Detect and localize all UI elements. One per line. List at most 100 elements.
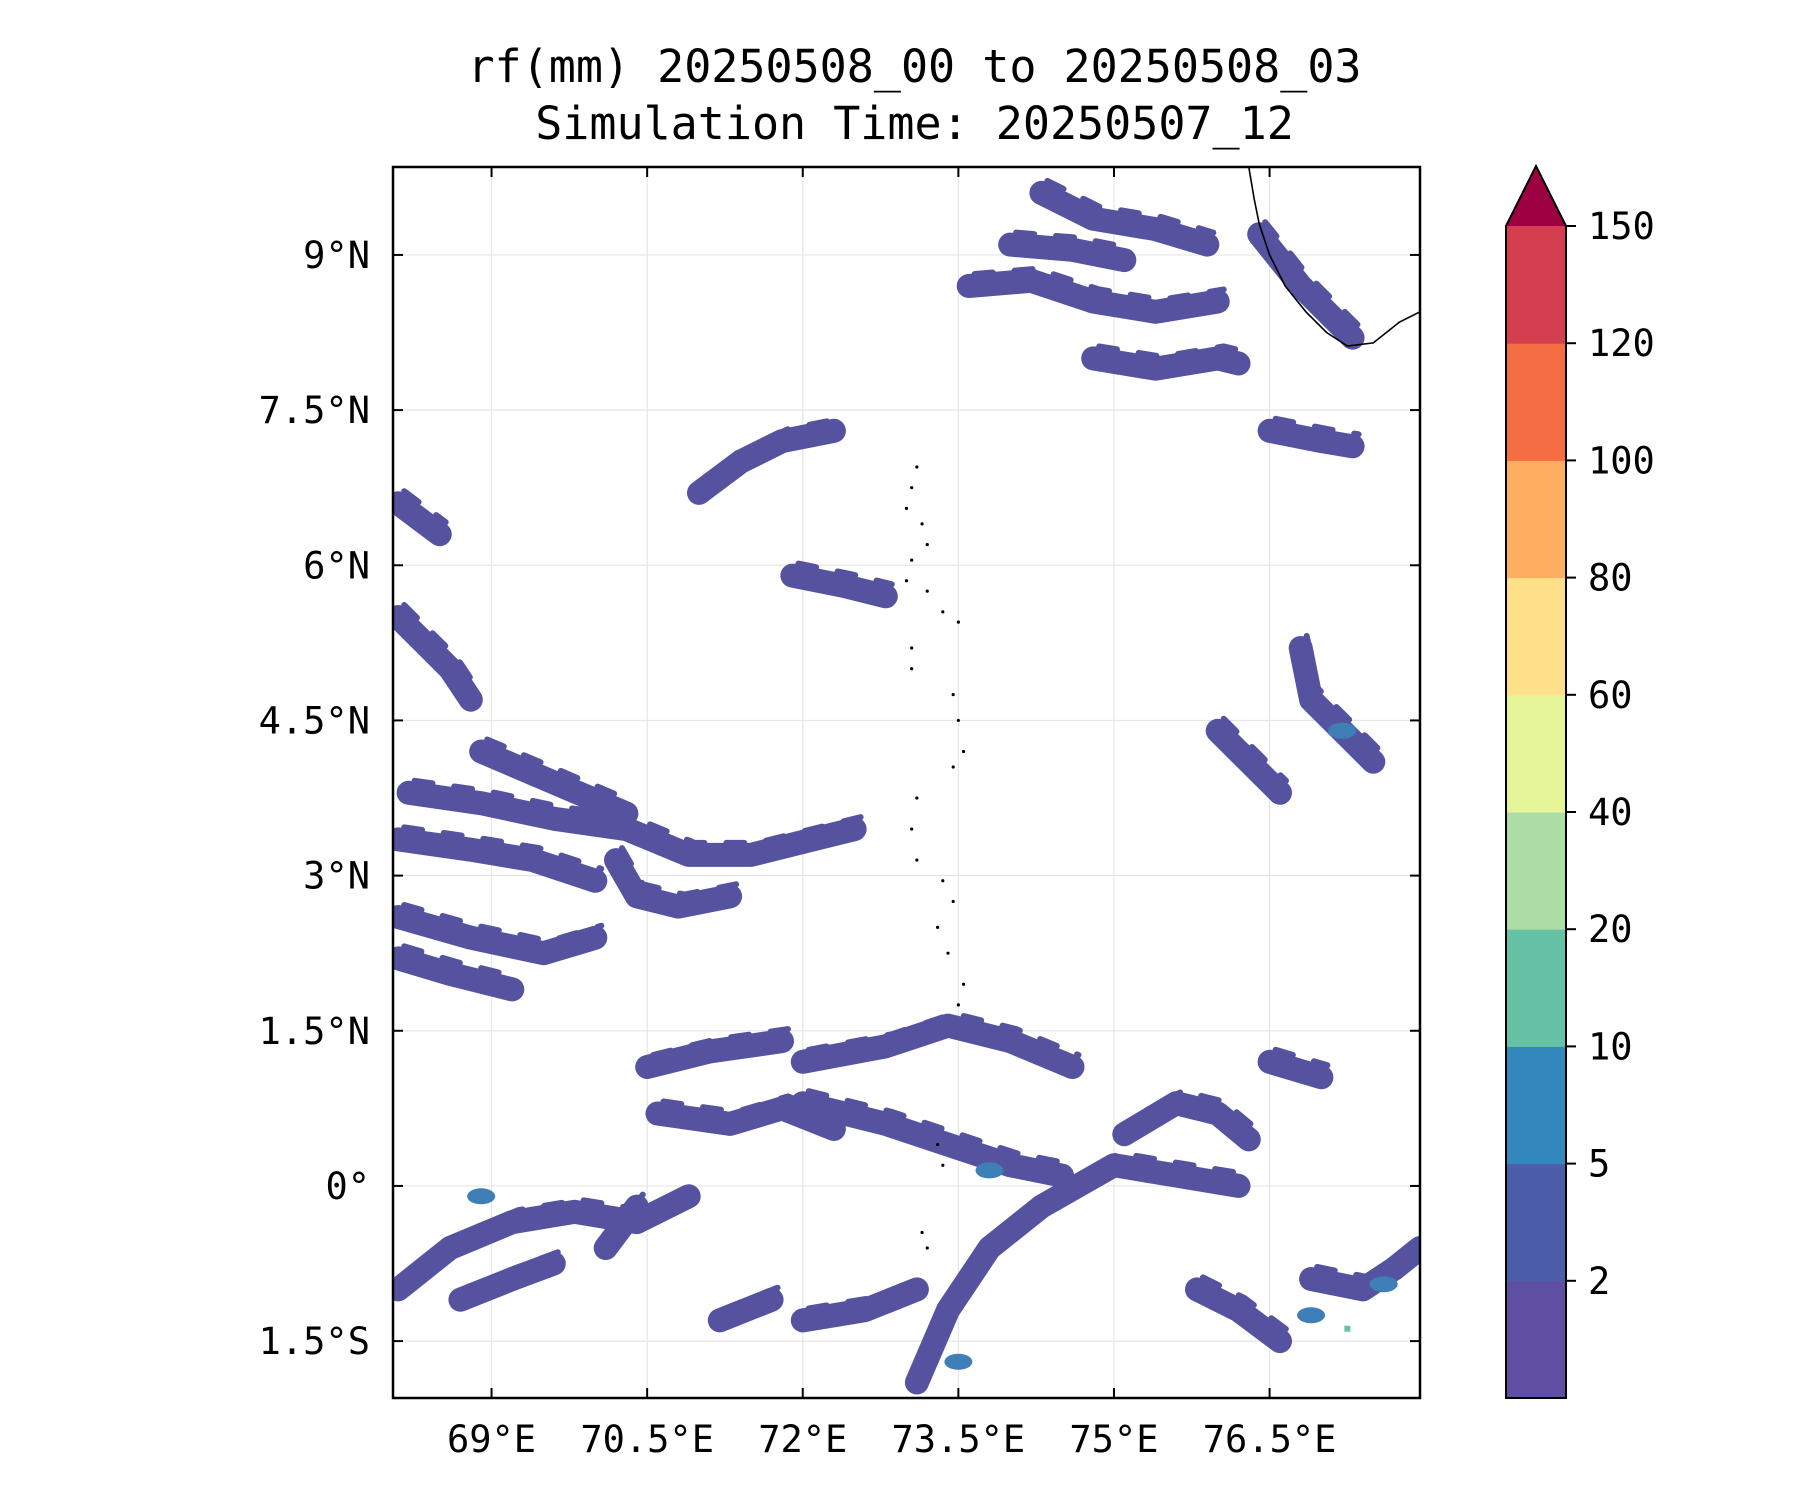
colorbar-segment bbox=[1506, 1163, 1566, 1282]
rain-patch-heavy bbox=[1297, 1307, 1326, 1324]
island-dot bbox=[904, 506, 909, 510]
rain-band bbox=[1257, 1049, 1334, 1090]
rain-band-fringe bbox=[484, 736, 636, 805]
island-dot bbox=[961, 982, 966, 986]
colorbar-tick-label: 2 bbox=[1588, 1260, 1610, 1303]
rain-band bbox=[790, 1091, 1075, 1188]
island-dot bbox=[936, 925, 940, 929]
rain-band-fringe bbox=[401, 943, 522, 981]
rain-band-fringe bbox=[401, 902, 605, 945]
rain-band bbox=[393, 905, 608, 966]
lat-tick-label: 3°N bbox=[303, 855, 370, 898]
lat-tick-label: 1.5°S bbox=[259, 1320, 370, 1363]
colorbar-segment bbox=[1506, 226, 1566, 344]
lat-tick-label: 1.5°N bbox=[259, 1010, 370, 1053]
rain-band bbox=[1257, 418, 1365, 459]
colorbar-tick-label: 20 bbox=[1588, 908, 1633, 951]
lon-tick-label: 70.5°E bbox=[580, 1418, 714, 1461]
island-dot bbox=[936, 1142, 940, 1147]
island-dot bbox=[951, 899, 955, 904]
island-dot bbox=[925, 1246, 929, 1250]
rain-band-fringe bbox=[608, 1191, 646, 1239]
rain-patch-heavy bbox=[1328, 722, 1357, 739]
island-dot bbox=[904, 579, 909, 583]
rain-patch-heavy bbox=[467, 1188, 496, 1205]
island-dot bbox=[910, 558, 914, 562]
rain-band bbox=[707, 1287, 784, 1333]
island-dot bbox=[941, 879, 945, 883]
colorbar-tick-label: 5 bbox=[1588, 1143, 1610, 1186]
colorbar-tick-label: 10 bbox=[1588, 1025, 1633, 1068]
rain-band bbox=[1081, 346, 1251, 381]
rain-band-fringe bbox=[1303, 633, 1383, 753]
rain-band-fringe bbox=[805, 1274, 926, 1312]
lat-tick-label: 9°N bbox=[303, 234, 370, 277]
rain-band-fringe bbox=[1200, 1274, 1289, 1333]
rain-band-fringe bbox=[1220, 715, 1289, 784]
island-dot bbox=[910, 646, 914, 650]
rain-band bbox=[1288, 636, 1386, 774]
lon-tick-label: 73.5°E bbox=[892, 1418, 1026, 1461]
rain-band bbox=[1029, 180, 1220, 257]
rain-band-fringe bbox=[1127, 1087, 1258, 1131]
colorbar-tick-label: 80 bbox=[1588, 557, 1633, 600]
rain-band bbox=[448, 1251, 566, 1312]
colorbar-extend-arrow bbox=[1506, 166, 1566, 226]
island-dot bbox=[915, 796, 919, 800]
lat-tick-label: 7.5°N bbox=[259, 389, 370, 432]
colorbar-segment bbox=[1506, 1280, 1566, 1399]
island-dot bbox=[961, 749, 966, 754]
rain-band-fringe bbox=[1272, 1046, 1331, 1069]
rain-band bbox=[604, 848, 743, 919]
chart-title: rf(mm) 20250508_00 to 20250508_03 bbox=[467, 40, 1362, 93]
rain-band bbox=[393, 491, 452, 547]
lat-tick-label: 0° bbox=[325, 1165, 370, 1208]
island-dot bbox=[951, 765, 955, 769]
island-dot bbox=[910, 486, 914, 490]
rain-band bbox=[956, 268, 1230, 324]
map-axes: 9°N 7.5°N 6°N 4.5°N 3°N 1.5°N 0° 1.5°S 69°E 70.5°… bbox=[259, 167, 1420, 1461]
colorbar-segment bbox=[1506, 577, 1566, 696]
rain-band-fringe bbox=[1096, 343, 1248, 360]
island-dot bbox=[915, 465, 919, 469]
rain-band bbox=[780, 563, 898, 609]
colorbar-tick-label: 150 bbox=[1588, 205, 1655, 248]
island-dot bbox=[951, 692, 955, 697]
rain-band-fringe bbox=[401, 1181, 698, 1281]
rain-band bbox=[998, 232, 1137, 273]
rain-band bbox=[393, 605, 483, 712]
rain-band-fringe bbox=[702, 415, 843, 484]
colorbar-segment bbox=[1506, 694, 1566, 813]
colorbar-tick-label: 60 bbox=[1588, 674, 1633, 717]
island-dot bbox=[956, 620, 960, 624]
island-dot bbox=[925, 589, 929, 593]
rain-band bbox=[1185, 1277, 1292, 1354]
map-frame bbox=[391, 165, 1422, 1400]
rain-band bbox=[635, 1029, 794, 1079]
rain-band bbox=[393, 1184, 701, 1302]
island-dot bbox=[920, 522, 924, 526]
coastlines bbox=[904, 167, 1420, 1250]
island-dot bbox=[910, 827, 914, 831]
rain-band-fringe bbox=[795, 560, 895, 588]
colorbar: 150 120 100 80 60 40 20 10 5 2 bbox=[1505, 163, 1655, 1399]
island-dot bbox=[941, 1163, 945, 1167]
rain-band-fringe bbox=[722, 1284, 781, 1312]
lat-tick-label: 4.5°N bbox=[259, 699, 370, 742]
colorbar-tick-label: 120 bbox=[1588, 322, 1655, 365]
rain-band-fringe bbox=[805, 1010, 1082, 1058]
rain-band bbox=[1205, 718, 1292, 805]
colorbar-tick-label: 40 bbox=[1588, 791, 1633, 834]
island-dot bbox=[920, 1230, 924, 1235]
colorbar-segment bbox=[1506, 460, 1566, 579]
rain-band-fringe bbox=[401, 824, 605, 872]
rain-patch-peak bbox=[1344, 1325, 1351, 1332]
island-dot bbox=[925, 542, 929, 547]
rain-band-fringe bbox=[619, 845, 740, 898]
chart-subtitle: Simulation Time: 20250507_12 bbox=[535, 97, 1294, 150]
rain-band-fringe bbox=[401, 602, 480, 691]
rain-band bbox=[393, 946, 525, 1002]
rainfall-contours bbox=[393, 177, 1420, 1395]
gridlines bbox=[393, 167, 1420, 1398]
colorbar-segment bbox=[1506, 929, 1566, 1047]
